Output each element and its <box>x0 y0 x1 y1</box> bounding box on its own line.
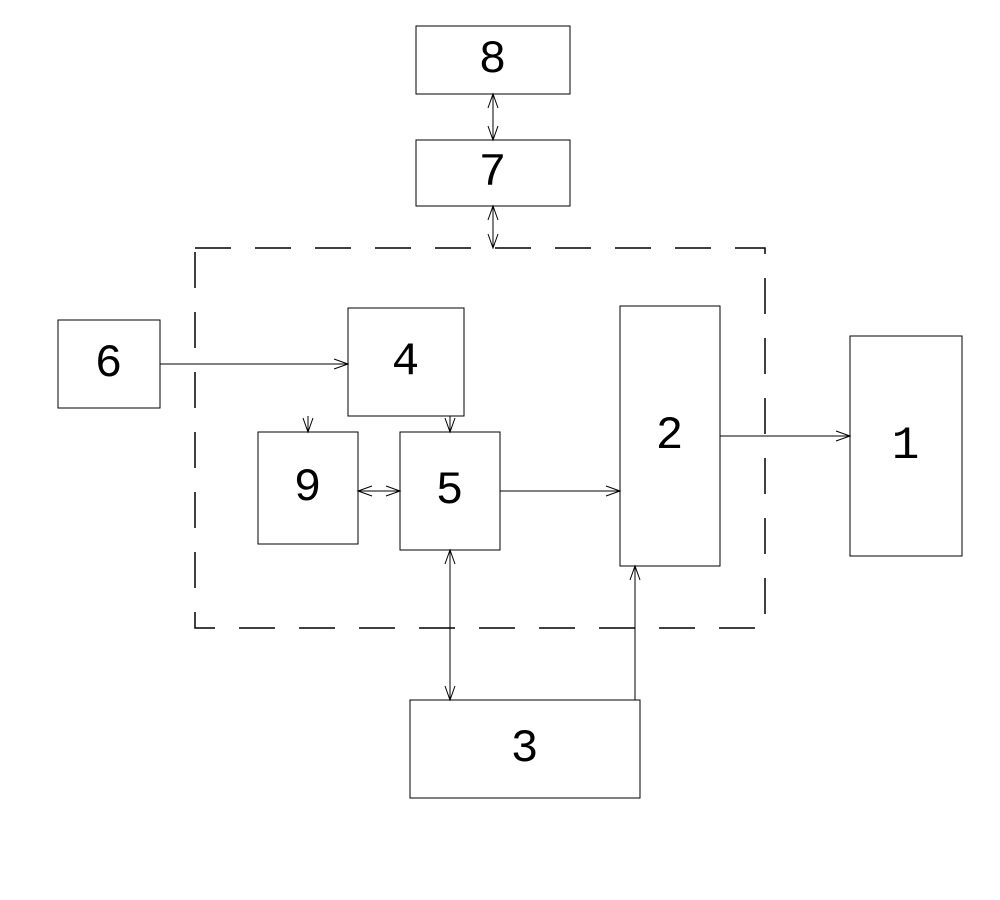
node-label-n7: 7 <box>479 147 508 199</box>
node-label-n5: 5 <box>436 465 465 517</box>
node-label-n4: 4 <box>392 336 421 388</box>
node-label-n3: 3 <box>511 723 540 775</box>
node-label-n1: 1 <box>892 420 921 472</box>
node-label-n8: 8 <box>479 34 508 86</box>
node-label-n9: 9 <box>294 462 323 514</box>
node-label-n6: 6 <box>95 338 124 390</box>
node-label-n2: 2 <box>656 410 685 462</box>
